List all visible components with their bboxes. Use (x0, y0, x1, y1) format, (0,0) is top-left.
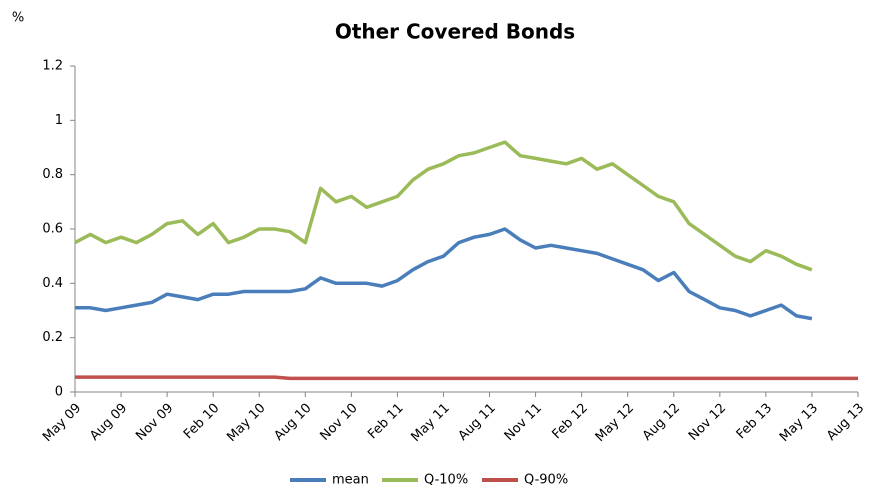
x-tick-label: Nov 11 (502, 401, 545, 444)
y-tick-label: 0.2 (42, 330, 63, 345)
x-tick-label: May 11 (409, 401, 453, 445)
chart-title: Other Covered Bonds (335, 20, 575, 44)
x-tick-label: Nov 12 (686, 401, 729, 444)
y-tick-label: 1 (55, 113, 63, 128)
y-axis-label: % (12, 11, 24, 26)
x-tick-label: May 13 (777, 401, 821, 445)
x-tick-label: Nov 10 (317, 401, 360, 444)
series-line (74, 140, 813, 272)
x-tick-label: Feb 10 (181, 401, 223, 443)
x-tick-label: Feb 13 (734, 401, 776, 443)
series-line (75, 227, 813, 321)
x-tick-label: May 12 (593, 401, 637, 445)
x-tick-label: Feb 11 (365, 401, 407, 443)
legend-label: Q-10% (424, 473, 468, 488)
y-tick-label: 0 (55, 385, 63, 400)
y-tick-label: 0.4 (42, 276, 63, 291)
y-tick-label: 1.2 (42, 59, 63, 74)
x-tick-label: Aug 12 (640, 401, 683, 444)
y-tick-label: 0.8 (42, 167, 63, 182)
x-tick-label: Aug 11 (456, 401, 499, 444)
x-tick-label: Nov 09 (133, 401, 176, 444)
x-tick-label: Aug 09 (87, 401, 130, 444)
x-tick-label: Feb 12 (549, 401, 591, 443)
x-tick-label: May 10 (224, 401, 268, 445)
x-tick-label: Aug 10 (271, 401, 314, 444)
x-tick-label: May 09 (40, 401, 84, 445)
x-tick-label: Aug 13 (824, 401, 867, 444)
y-tick-label: 0.6 (42, 222, 63, 237)
series-line (75, 375, 858, 381)
legend-label: mean (332, 473, 369, 488)
legend-label: Q-90% (524, 473, 568, 488)
